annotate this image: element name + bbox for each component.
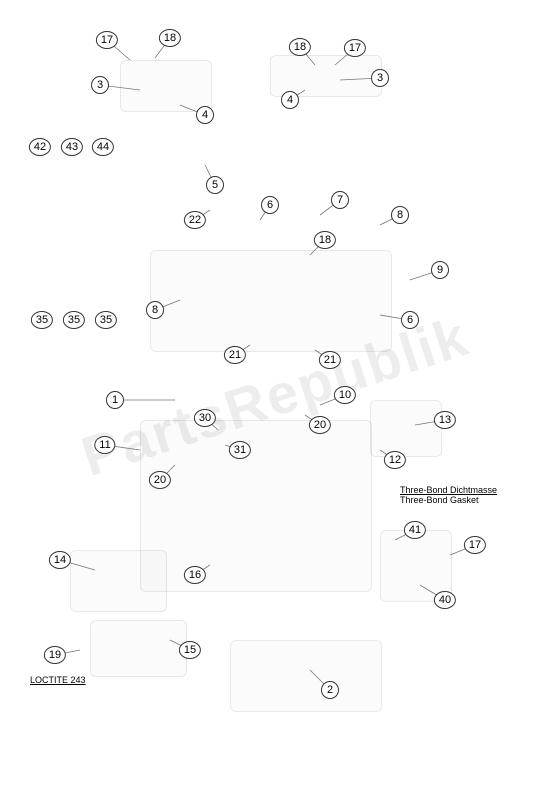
callout-30: 30 (194, 409, 216, 427)
callout-bubble: 17 (96, 31, 118, 49)
callout-8: 8 (146, 301, 164, 319)
callout-17: 17 (464, 536, 486, 554)
callout-bubble: 35 (63, 311, 85, 329)
callout-bubble: 35 (95, 311, 117, 329)
diagram-note: Three-Bond DichtmasseThree-Bond Gasket (400, 485, 497, 506)
callout-18: 18 (159, 29, 181, 47)
ghost-shape (150, 250, 392, 352)
callout-bubble: 43 (61, 138, 83, 156)
callout-bubble: 5 (206, 176, 224, 194)
diagram-note: LOCTITE 243 (30, 675, 86, 685)
callout-10: 10 (334, 386, 356, 404)
callout-7: 7 (331, 191, 349, 209)
callout-bubble: 41 (404, 521, 426, 539)
callout-17: 17 (96, 31, 118, 49)
callout-43: 43 (61, 138, 83, 156)
callout-20: 20 (309, 416, 331, 434)
callout-6: 6 (401, 311, 419, 329)
callout-41: 41 (404, 521, 426, 539)
callout-40: 40 (434, 591, 456, 609)
callout-6: 6 (261, 196, 279, 214)
callout-9: 9 (431, 261, 449, 279)
diagram-note-line: Three-Bond Gasket (400, 495, 497, 505)
callout-bubble: 18 (159, 29, 181, 47)
callout-bubble: 8 (146, 301, 164, 319)
callout-4: 4 (196, 106, 214, 124)
callout-bubble: 6 (261, 196, 279, 214)
callout-17: 17 (344, 39, 366, 57)
callout-bubble: 44 (92, 138, 114, 156)
callout-44: 44 (92, 138, 114, 156)
callout-4: 4 (281, 91, 299, 109)
callout-3: 3 (371, 69, 389, 87)
callout-bubble: 21 (224, 346, 246, 364)
callout-bubble: 20 (149, 471, 171, 489)
callout-bubble: 19 (44, 646, 66, 664)
callout-1: 1 (106, 391, 124, 409)
callout-18: 18 (314, 231, 336, 249)
callout-bubble: 2 (321, 681, 339, 699)
callout-13: 13 (434, 411, 456, 429)
callout-bubble: 35 (31, 311, 53, 329)
ghost-shape (370, 400, 442, 457)
diagram-note-line: LOCTITE 243 (30, 675, 86, 685)
callout-bubble: 3 (371, 69, 389, 87)
callout-bubble: 12 (384, 451, 406, 469)
callout-bubble: 8 (391, 206, 409, 224)
callout-21: 21 (224, 346, 246, 364)
callout-bubble: 4 (281, 91, 299, 109)
callout-bubble: 11 (94, 436, 115, 454)
callout-bubble: 22 (184, 211, 206, 229)
callout-11: 11 (94, 436, 115, 454)
ghost-shape (120, 60, 212, 112)
callout-bubble: 16 (184, 566, 206, 584)
callout-bubble: 4 (196, 106, 214, 124)
callout-bubble: 17 (464, 536, 486, 554)
callout-bubble: 9 (431, 261, 449, 279)
ghost-shape (70, 550, 167, 612)
callout-5: 5 (206, 176, 224, 194)
ghost-shape (140, 420, 372, 592)
callout-bubble: 18 (289, 38, 311, 56)
callout-bubble: 15 (179, 641, 201, 659)
callout-bubble: 10 (334, 386, 356, 404)
callout-31: 31 (229, 441, 251, 459)
callout-35: 35 (95, 311, 117, 329)
callout-bubble: 14 (49, 551, 71, 569)
callout-8: 8 (391, 206, 409, 224)
callout-22: 22 (184, 211, 206, 229)
callout-21: 21 (319, 351, 341, 369)
callout-bubble: 6 (401, 311, 419, 329)
callout-bubble: 31 (229, 441, 251, 459)
callout-42: 42 (29, 138, 51, 156)
callout-bubble: 3 (91, 76, 109, 94)
callout-14: 14 (49, 551, 71, 569)
callout-20: 20 (149, 471, 171, 489)
callout-16: 16 (184, 566, 206, 584)
callout-3: 3 (91, 76, 109, 94)
callout-35: 35 (31, 311, 53, 329)
callout-35: 35 (63, 311, 85, 329)
callout-bubble: 18 (314, 231, 336, 249)
callout-18: 18 (289, 38, 311, 56)
callout-15: 15 (179, 641, 201, 659)
callout-bubble: 20 (309, 416, 331, 434)
callout-bubble: 1 (106, 391, 124, 409)
callout-bubble: 30 (194, 409, 216, 427)
callout-bubble: 13 (434, 411, 456, 429)
callout-bubble: 42 (29, 138, 51, 156)
ghost-shape (230, 640, 382, 712)
callout-12: 12 (384, 451, 406, 469)
callout-19: 19 (44, 646, 66, 664)
callout-2: 2 (321, 681, 339, 699)
callout-bubble: 21 (319, 351, 341, 369)
diagram-note-line: Three-Bond Dichtmasse (400, 485, 497, 495)
callout-bubble: 7 (331, 191, 349, 209)
callout-bubble: 40 (434, 591, 456, 609)
ghost-shape (90, 620, 187, 677)
callout-bubble: 17 (344, 39, 366, 57)
